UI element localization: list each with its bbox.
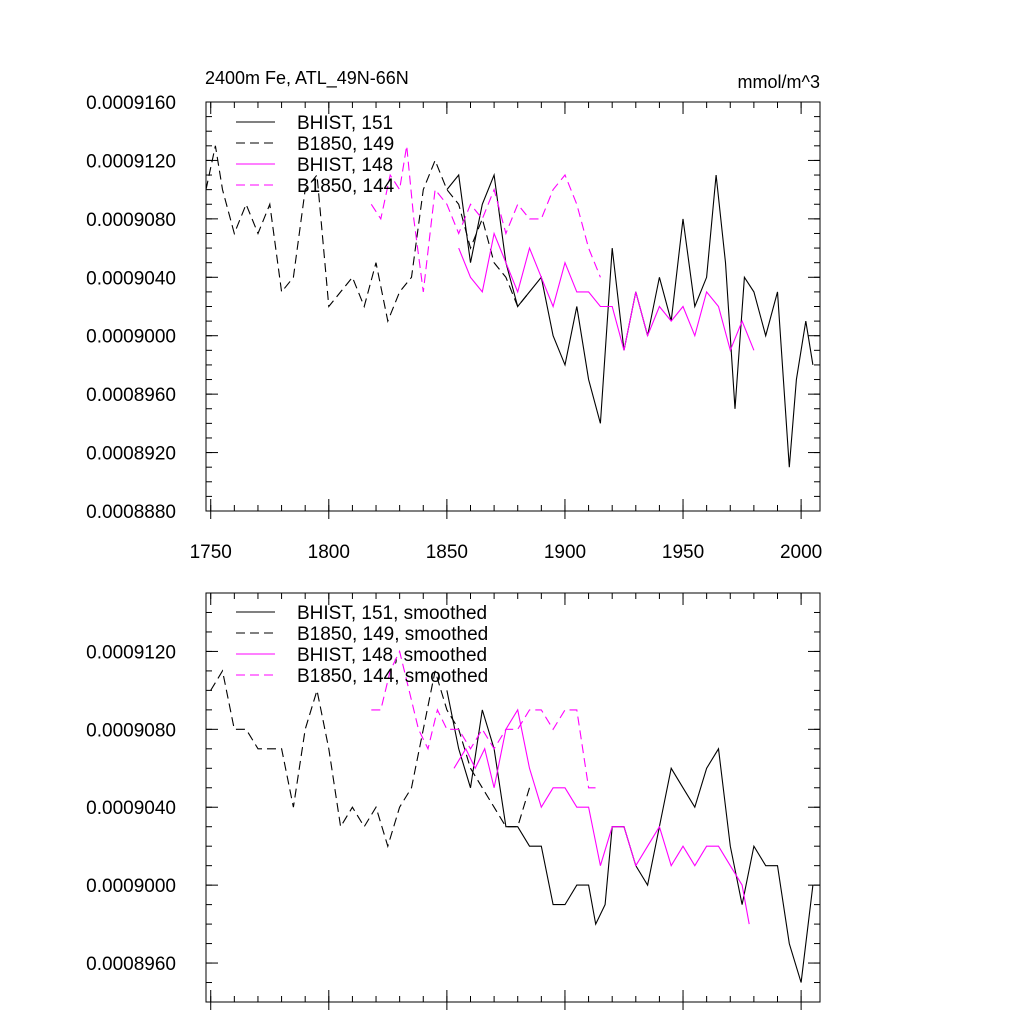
legend-label: B1850, 149 bbox=[297, 134, 394, 155]
y-tick-label: 0.0008960 bbox=[86, 385, 176, 406]
legend-label: BHIST, 151, smoothed bbox=[297, 603, 487, 624]
series-line bbox=[446, 690, 814, 983]
y-tick-label: 0.0008880 bbox=[86, 502, 176, 523]
x-tick-label: 1850 bbox=[426, 542, 468, 563]
y-tick-label: 0.0009040 bbox=[86, 798, 176, 819]
series-line bbox=[210, 669, 531, 849]
legend-label: BHIST, 148 bbox=[297, 155, 393, 176]
legend-label: B1850, 149, smoothed bbox=[297, 624, 488, 645]
x-tick-label: 1950 bbox=[662, 542, 704, 563]
legend-label: B1850, 144 bbox=[297, 176, 395, 197]
series-line bbox=[453, 708, 750, 925]
y-tick-label: 0.0009160 bbox=[86, 93, 176, 114]
top-panel: 2400m Fe, ATL_49N-66N mmol/m^3 0.0008880… bbox=[86, 68, 822, 563]
units-label: mmol/m^3 bbox=[738, 72, 820, 92]
legend-label: BHIST, 148, smoothed bbox=[297, 645, 487, 666]
y-tick-label: 0.0008920 bbox=[86, 444, 176, 465]
y-tick-label: 0.0009080 bbox=[86, 720, 176, 741]
x-tick-label: 2000 bbox=[780, 542, 822, 563]
legend-label: BHIST, 151 bbox=[297, 113, 393, 134]
y-tick-label: 0.0009120 bbox=[86, 151, 176, 172]
y-tick-label: 0.0008960 bbox=[86, 954, 176, 975]
series-line bbox=[370, 145, 601, 292]
x-tick-label: 1900 bbox=[544, 542, 586, 563]
y-tick-label: 0.0009120 bbox=[86, 642, 176, 663]
bottom-panel: 0.0008960 0.0009000 0.0009040 0.0009080 0.00… bbox=[86, 592, 821, 1010]
plot-frame bbox=[205, 592, 821, 1003]
legend-label: B1850, 144, smoothed bbox=[297, 666, 488, 687]
series-line bbox=[371, 649, 601, 789]
y-tick-label: 0.0009080 bbox=[86, 210, 176, 231]
y-tick-label: 0.0009000 bbox=[86, 327, 176, 348]
series-line bbox=[205, 145, 530, 324]
x-tick-label: 1750 bbox=[190, 542, 232, 563]
chart-title: 2400m Fe, ATL_49N-66N bbox=[205, 68, 409, 89]
x-tick-label: 1800 bbox=[308, 542, 350, 563]
series-line bbox=[458, 231, 755, 353]
y-tick-label: 0.0009040 bbox=[86, 268, 176, 289]
y-tick-label: 0.0009000 bbox=[86, 876, 176, 897]
